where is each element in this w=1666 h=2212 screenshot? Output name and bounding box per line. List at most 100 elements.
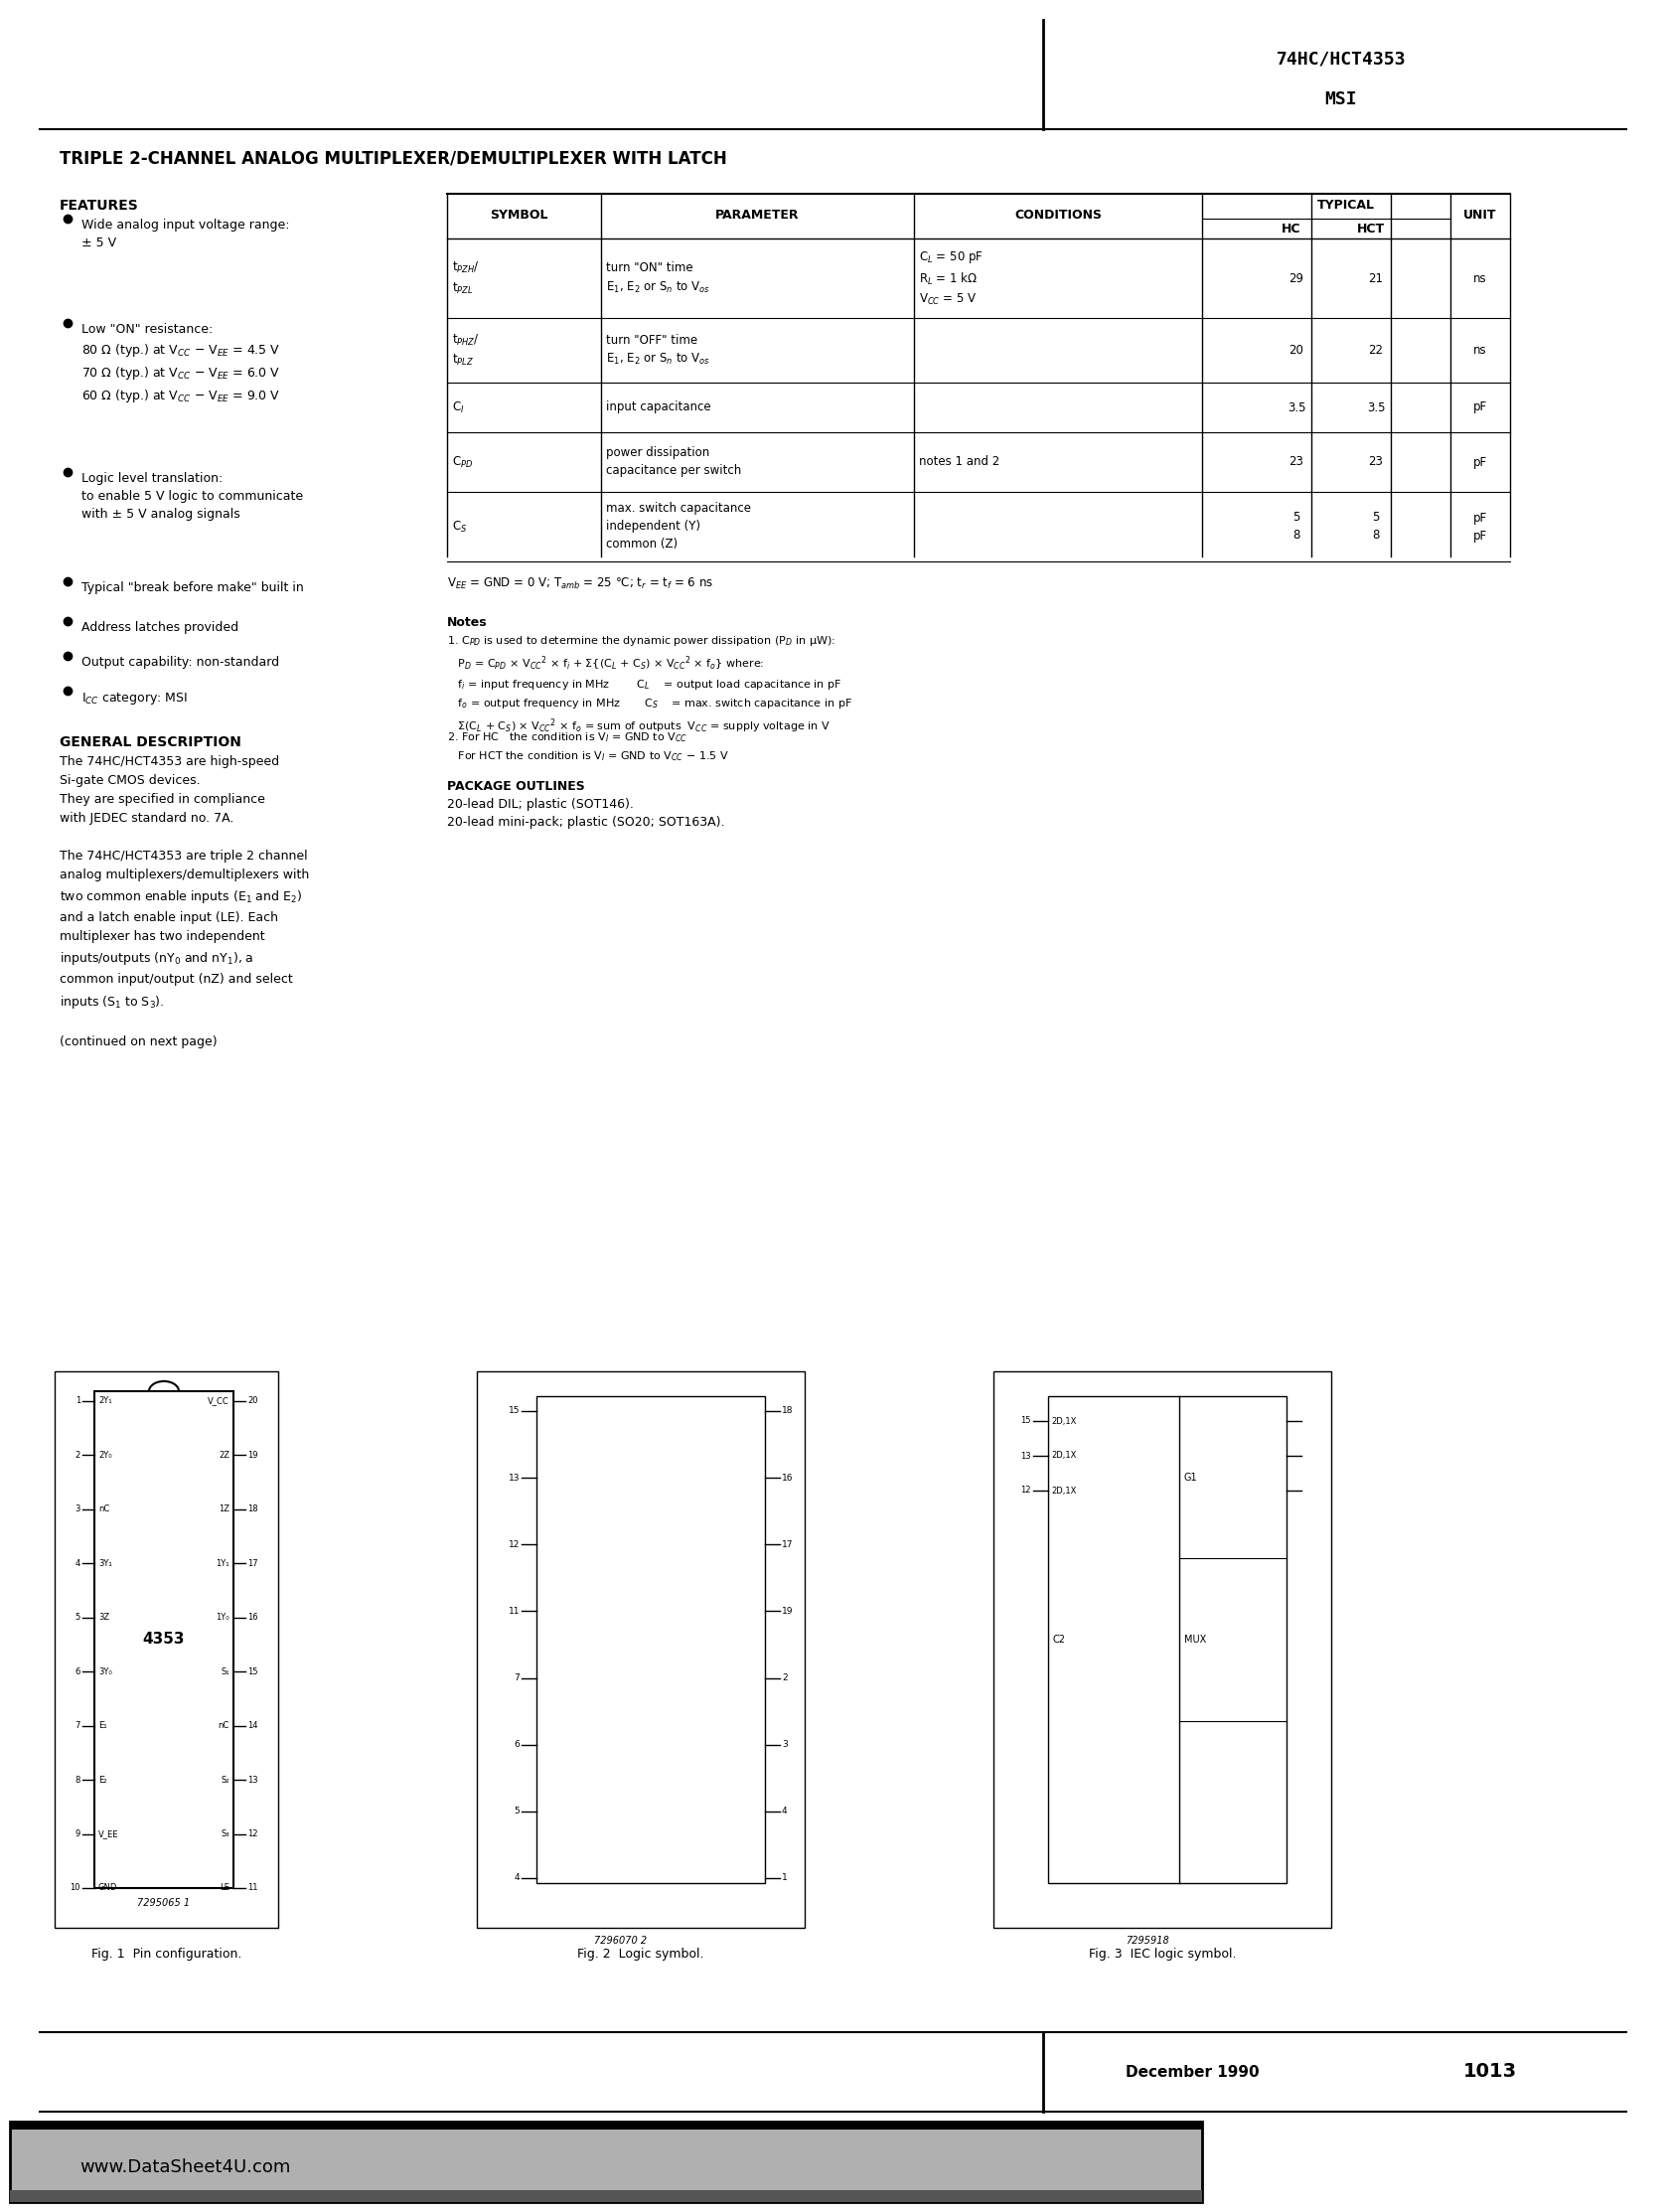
Bar bbox=[1048, 1396, 1286, 1882]
Text: Address latches provided: Address latches provided bbox=[82, 622, 238, 635]
Bar bbox=[95, 1391, 233, 1889]
Text: input capacitance: input capacitance bbox=[606, 400, 711, 414]
Text: 2: 2 bbox=[75, 1451, 80, 1460]
Text: 11: 11 bbox=[247, 1885, 258, 1893]
Text: 6: 6 bbox=[75, 1668, 80, 1677]
Text: 12: 12 bbox=[508, 1540, 520, 1548]
Text: Typical "break before make" built in: Typical "break before make" built in bbox=[82, 582, 303, 595]
Text: 13: 13 bbox=[1021, 1451, 1031, 1460]
Text: 7: 7 bbox=[75, 1721, 80, 1730]
Text: 29: 29 bbox=[1289, 272, 1304, 285]
Text: pF: pF bbox=[1473, 456, 1488, 469]
Text: GENERAL DESCRIPTION: GENERAL DESCRIPTION bbox=[60, 734, 242, 750]
Text: pF
pF: pF pF bbox=[1473, 511, 1488, 542]
Text: LE: LE bbox=[220, 1885, 230, 1893]
Text: 19: 19 bbox=[247, 1451, 258, 1460]
Text: 1Y₁: 1Y₁ bbox=[217, 1559, 230, 1568]
Text: 1. C$_{PD}$ is used to determine the dynamic power dissipation (P$_D$ in μW):
  : 1. C$_{PD}$ is used to determine the dyn… bbox=[446, 635, 853, 737]
Text: Fig. 2  Logic symbol.: Fig. 2 Logic symbol. bbox=[578, 1949, 705, 1960]
Text: PARAMETER: PARAMETER bbox=[715, 210, 800, 221]
Text: Notes: Notes bbox=[446, 617, 488, 628]
Text: The 74HC/HCT4353 are high-speed
Si-gate CMOS devices.
They are specified in comp: The 74HC/HCT4353 are high-speed Si-gate … bbox=[60, 754, 310, 1048]
Bar bbox=[993, 1371, 1331, 1929]
Text: 1: 1 bbox=[781, 1874, 788, 1882]
Text: 3Z: 3Z bbox=[98, 1613, 110, 1621]
Text: 2D,1X: 2D,1X bbox=[1051, 1486, 1076, 1495]
Text: t$_{PHZ}$/
t$_{PLZ}$: t$_{PHZ}$/ t$_{PLZ}$ bbox=[451, 332, 480, 367]
Text: 1: 1 bbox=[75, 1396, 80, 1405]
Text: 2. For HC   the condition is V$_I$ = GND to V$_{CC}$
   For HCT the condition is: 2. For HC the condition is V$_I$ = GND t… bbox=[446, 730, 730, 763]
Text: 2Y₁: 2Y₁ bbox=[98, 1396, 112, 1405]
Text: Output capability: non-standard: Output capability: non-standard bbox=[82, 655, 280, 668]
Text: S₁: S₁ bbox=[222, 1668, 230, 1677]
Text: V_EE: V_EE bbox=[98, 1829, 118, 1838]
Text: 15: 15 bbox=[247, 1668, 258, 1677]
Text: nC: nC bbox=[218, 1721, 230, 1730]
Text: 74HC/HCT4353: 74HC/HCT4353 bbox=[1276, 51, 1406, 69]
Text: V$_{EE}$ = GND = 0 V; T$_{amb}$ = 25 °C; t$_r$ = t$_f$ = 6 ns: V$_{EE}$ = GND = 0 V; T$_{amb}$ = 25 °C;… bbox=[446, 577, 713, 591]
Text: 8: 8 bbox=[75, 1776, 80, 1785]
Text: 1013: 1013 bbox=[1463, 2062, 1518, 2081]
Text: UNIT: UNIT bbox=[1464, 210, 1496, 221]
Text: Fig. 3  IEC logic symbol.: Fig. 3 IEC logic symbol. bbox=[1088, 1949, 1236, 1960]
Text: 2Y₀: 2Y₀ bbox=[98, 1451, 112, 1460]
Text: C$_{PD}$: C$_{PD}$ bbox=[451, 456, 473, 469]
Text: 20-lead DIL; plastic (SOT146).: 20-lead DIL; plastic (SOT146). bbox=[446, 799, 633, 812]
Text: 13: 13 bbox=[247, 1776, 258, 1785]
Text: 12: 12 bbox=[1021, 1486, 1031, 1495]
Text: 16: 16 bbox=[247, 1613, 258, 1621]
Text: I$_{CC}$ category: MSI: I$_{CC}$ category: MSI bbox=[82, 690, 188, 706]
Text: 14: 14 bbox=[247, 1721, 258, 1730]
Text: C$_I$: C$_I$ bbox=[451, 400, 465, 416]
Text: ns: ns bbox=[1473, 272, 1488, 285]
Text: 7296070 2: 7296070 2 bbox=[595, 1936, 648, 1947]
Text: C2: C2 bbox=[1053, 1635, 1066, 1644]
Text: 2Z: 2Z bbox=[218, 1451, 230, 1460]
Text: TRIPLE 2-CHANNEL ANALOG MULTIPLEXER/DEMULTIPLEXER WITH LATCH: TRIPLE 2-CHANNEL ANALOG MULTIPLEXER/DEMU… bbox=[60, 150, 726, 168]
Text: 4: 4 bbox=[75, 1559, 80, 1568]
Text: max. switch capacitance
independent (Y)
common (Z): max. switch capacitance independent (Y) … bbox=[606, 502, 751, 551]
Text: 23: 23 bbox=[1289, 456, 1304, 469]
Text: 6: 6 bbox=[513, 1741, 520, 1750]
Text: 1Z: 1Z bbox=[218, 1504, 230, 1513]
Bar bbox=[10, 2190, 1203, 2203]
Text: S₂: S₂ bbox=[222, 1776, 230, 1785]
Text: C$_S$: C$_S$ bbox=[451, 520, 466, 533]
Text: 4: 4 bbox=[781, 1807, 788, 1816]
Bar bbox=[476, 1371, 805, 1929]
Text: Logic level translation:
to enable 5 V logic to communicate
with ± 5 V analog si: Logic level translation: to enable 5 V l… bbox=[82, 471, 303, 520]
Text: 20: 20 bbox=[247, 1396, 258, 1405]
Text: 3: 3 bbox=[75, 1504, 80, 1513]
Text: HCT: HCT bbox=[1358, 221, 1384, 234]
Text: ns: ns bbox=[1473, 343, 1488, 356]
Text: C$_L$ = 50 pF
R$_L$ = 1 kΩ
V$_{CC}$ = 5 V: C$_L$ = 50 pF R$_L$ = 1 kΩ V$_{CC}$ = 5 … bbox=[920, 250, 983, 307]
Bar bbox=[10, 2121, 1203, 2130]
Text: turn "OFF" time
E$_1$, E$_2$ or S$_n$ to V$_{os}$: turn "OFF" time E$_1$, E$_2$ or S$_n$ to… bbox=[606, 334, 710, 367]
Text: 9: 9 bbox=[75, 1829, 80, 1838]
Text: MUX: MUX bbox=[1185, 1635, 1206, 1644]
Text: 23: 23 bbox=[1368, 456, 1383, 469]
Text: MSI: MSI bbox=[1324, 91, 1358, 108]
Text: Fig. 1  Pin configuration.: Fig. 1 Pin configuration. bbox=[92, 1949, 242, 1960]
Text: E̅₁: E̅₁ bbox=[98, 1721, 107, 1730]
Text: 3Y₁: 3Y₁ bbox=[98, 1559, 112, 1568]
Text: SYMBOL: SYMBOL bbox=[490, 210, 548, 221]
Text: 2D,1X: 2D,1X bbox=[1051, 1416, 1076, 1425]
Text: 20-lead mini-pack; plastic (SO20; SOT163A).: 20-lead mini-pack; plastic (SO20; SOT163… bbox=[446, 816, 725, 830]
Text: 15: 15 bbox=[508, 1407, 520, 1416]
Text: turn "ON" time
E$_1$, E$_2$ or S$_n$ to V$_{os}$: turn "ON" time E$_1$, E$_2$ or S$_n$ to … bbox=[606, 261, 710, 294]
Text: 19: 19 bbox=[781, 1606, 793, 1615]
Text: 7: 7 bbox=[513, 1674, 520, 1683]
Text: 15: 15 bbox=[1021, 1416, 1031, 1425]
Text: t$_{PZH}$/
t$_{PZL}$: t$_{PZH}$/ t$_{PZL}$ bbox=[451, 261, 480, 296]
Text: 18: 18 bbox=[247, 1504, 258, 1513]
Text: 10: 10 bbox=[70, 1885, 80, 1893]
Text: G1: G1 bbox=[1185, 1473, 1198, 1482]
Text: 2: 2 bbox=[781, 1674, 788, 1683]
Text: V_CC: V_CC bbox=[208, 1396, 230, 1405]
Text: 12: 12 bbox=[247, 1829, 258, 1838]
Text: 7295065 1: 7295065 1 bbox=[138, 1898, 190, 1909]
Text: power dissipation
capacitance per switch: power dissipation capacitance per switch bbox=[606, 447, 741, 478]
Text: 20: 20 bbox=[1289, 343, 1304, 356]
Text: Wide analog input voltage range:
± 5 V: Wide analog input voltage range: ± 5 V bbox=[82, 219, 290, 250]
